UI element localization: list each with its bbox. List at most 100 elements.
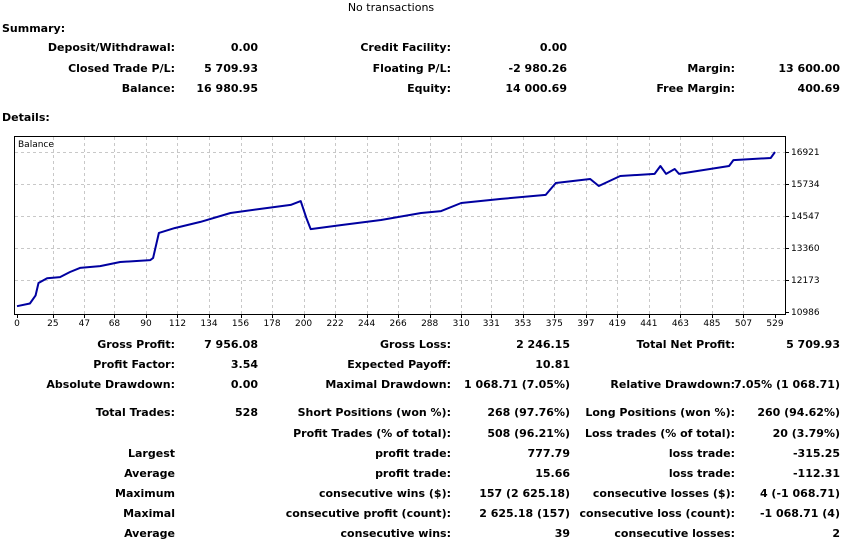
details-value: 528 xyxy=(235,406,258,419)
details-value: 5 709.93 xyxy=(786,338,840,351)
y-tick-label: 12173 xyxy=(791,276,820,286)
summary-label: Equity: xyxy=(407,82,451,95)
details-label: Profit Factor: xyxy=(93,358,175,371)
details-value: 20 (3.79%) xyxy=(772,427,840,440)
details-value: 508 (96.21%) xyxy=(487,427,570,440)
x-tick-label: 112 xyxy=(169,319,186,329)
details-value: -1 068.71 (4) xyxy=(759,507,840,520)
details-label: loss trade: xyxy=(668,467,735,480)
summary-value: 14 000.69 xyxy=(505,82,567,95)
summary-label: Free Margin: xyxy=(656,82,735,95)
x-tick-label: 310 xyxy=(453,319,470,329)
details-label: Average xyxy=(124,527,175,540)
details-label: Long Positions (won %): xyxy=(585,406,735,419)
x-tick-label: 375 xyxy=(546,319,563,329)
x-tick-label: 68 xyxy=(109,319,121,329)
details-label: consecutive losses: xyxy=(614,527,735,540)
details-value: 777.79 xyxy=(527,447,570,460)
details-value: 7.05% (1 068.71) xyxy=(734,378,840,391)
x-tick-label: 266 xyxy=(390,319,407,329)
details-value: 2 246.15 xyxy=(516,338,570,351)
x-tick-label: 156 xyxy=(232,319,249,329)
details-value: 268 (97.76%) xyxy=(487,406,570,419)
details-title: Details: xyxy=(2,111,50,124)
details-value: 1 068.71 (7.05%) xyxy=(464,378,570,391)
balance-chart: 0 25 47 68 90 112 134 156 178 200 222 244 266 288 310 3… xyxy=(14,136,820,329)
details-value: 260 (94.62%) xyxy=(757,406,840,419)
details-label: Total Trades: xyxy=(95,406,175,419)
x-tick-label: 507 xyxy=(735,319,752,329)
x-tick-label: 244 xyxy=(358,319,375,329)
y-tick-label: 16921 xyxy=(791,148,820,158)
details-value: 3.54 xyxy=(230,358,258,371)
summary-value: 0.00 xyxy=(539,41,567,54)
details-label: Gross Profit: xyxy=(97,338,175,351)
details-value: 7 956.08 xyxy=(204,338,258,351)
details-label: Expected Payoff: xyxy=(347,358,451,371)
details-label: Maximal xyxy=(123,507,175,520)
x-tick-label: 178 xyxy=(263,319,280,329)
x-tick-label: 25 xyxy=(47,319,58,329)
x-tick-label: 397 xyxy=(577,319,594,329)
details-label: Average xyxy=(124,467,175,480)
y-tick-label: 14547 xyxy=(791,212,820,222)
summary-label: Balance: xyxy=(121,82,175,95)
top-note: No transactions xyxy=(347,1,435,14)
details-value: -112.31 xyxy=(792,467,840,480)
y-tick-label: 15734 xyxy=(791,180,820,190)
x-tick-label: 331 xyxy=(483,319,500,329)
summary-label: Deposit/Withdrawal: xyxy=(47,41,175,54)
summary-title: Summary: xyxy=(2,22,66,35)
details-label: Absolute Drawdown: xyxy=(46,378,175,391)
details-label: Loss trades (% of total): xyxy=(584,427,735,440)
details-label: Total Net Profit: xyxy=(636,338,736,351)
details-value: 157 (2 625.18) xyxy=(479,487,570,500)
details-value: 10.81 xyxy=(535,358,570,371)
details-label: profit trade: xyxy=(375,467,451,480)
x-tick-label: 485 xyxy=(703,319,720,329)
summary-value: -2 980.26 xyxy=(508,62,568,75)
details-value: 2 625.18 (157) xyxy=(479,507,570,520)
details-label: consecutive profit (count): xyxy=(285,507,451,520)
x-tick-label: 441 xyxy=(640,319,657,329)
details-label: consecutive loss (count): xyxy=(579,507,735,520)
balance-line xyxy=(16,151,776,308)
y-tick-label: 13360 xyxy=(791,244,820,254)
chart-title: Balance xyxy=(18,140,54,150)
details-label: consecutive wins ($): xyxy=(318,487,451,500)
details-value: -315.25 xyxy=(792,447,840,460)
details-label: Short Positions (won %): xyxy=(297,406,451,419)
x-tick-label: 200 xyxy=(295,319,312,329)
summary-value: 400.69 xyxy=(797,82,840,95)
details-value: 4 (-1 068.71) xyxy=(759,487,840,500)
details-label: Largest xyxy=(128,447,175,460)
details-value: 15.66 xyxy=(535,467,570,480)
details-label: profit trade: xyxy=(375,447,451,460)
summary-value: 16 980.95 xyxy=(196,82,258,95)
summary-label: Floating P/L: xyxy=(372,62,451,75)
x-tick-label: 463 xyxy=(672,319,689,329)
details-label: loss trade: xyxy=(668,447,735,460)
x-tick-label: 47 xyxy=(79,319,90,329)
details-label: Maximum xyxy=(115,487,175,500)
summary-label: Credit Facility: xyxy=(360,41,451,54)
details-label: Maximal Drawdown: xyxy=(325,378,451,391)
details-label: Gross Loss: xyxy=(380,338,451,351)
summary-value: 13 600.00 xyxy=(778,62,840,75)
x-tick-label: 288 xyxy=(421,319,438,329)
x-tick-label: 353 xyxy=(514,319,531,329)
summary-label: Closed Trade P/L: xyxy=(68,62,175,75)
x-tick-label: 90 xyxy=(140,319,152,329)
details-label: Profit Trades (% of total): xyxy=(293,427,451,440)
x-tick-label: 222 xyxy=(327,319,344,329)
y-tick-label: 10986 xyxy=(791,308,820,318)
summary-value: 0.00 xyxy=(230,41,258,54)
details-label: consecutive wins: xyxy=(340,527,451,540)
details-value: 2 xyxy=(832,527,840,540)
details-value: 39 xyxy=(554,527,570,540)
summary-label: Margin: xyxy=(687,62,735,75)
details-label: Relative Drawdown: xyxy=(610,378,735,391)
x-tick-label: 134 xyxy=(200,319,217,329)
plot-area xyxy=(14,136,786,315)
details-label: consecutive losses ($): xyxy=(592,487,735,500)
